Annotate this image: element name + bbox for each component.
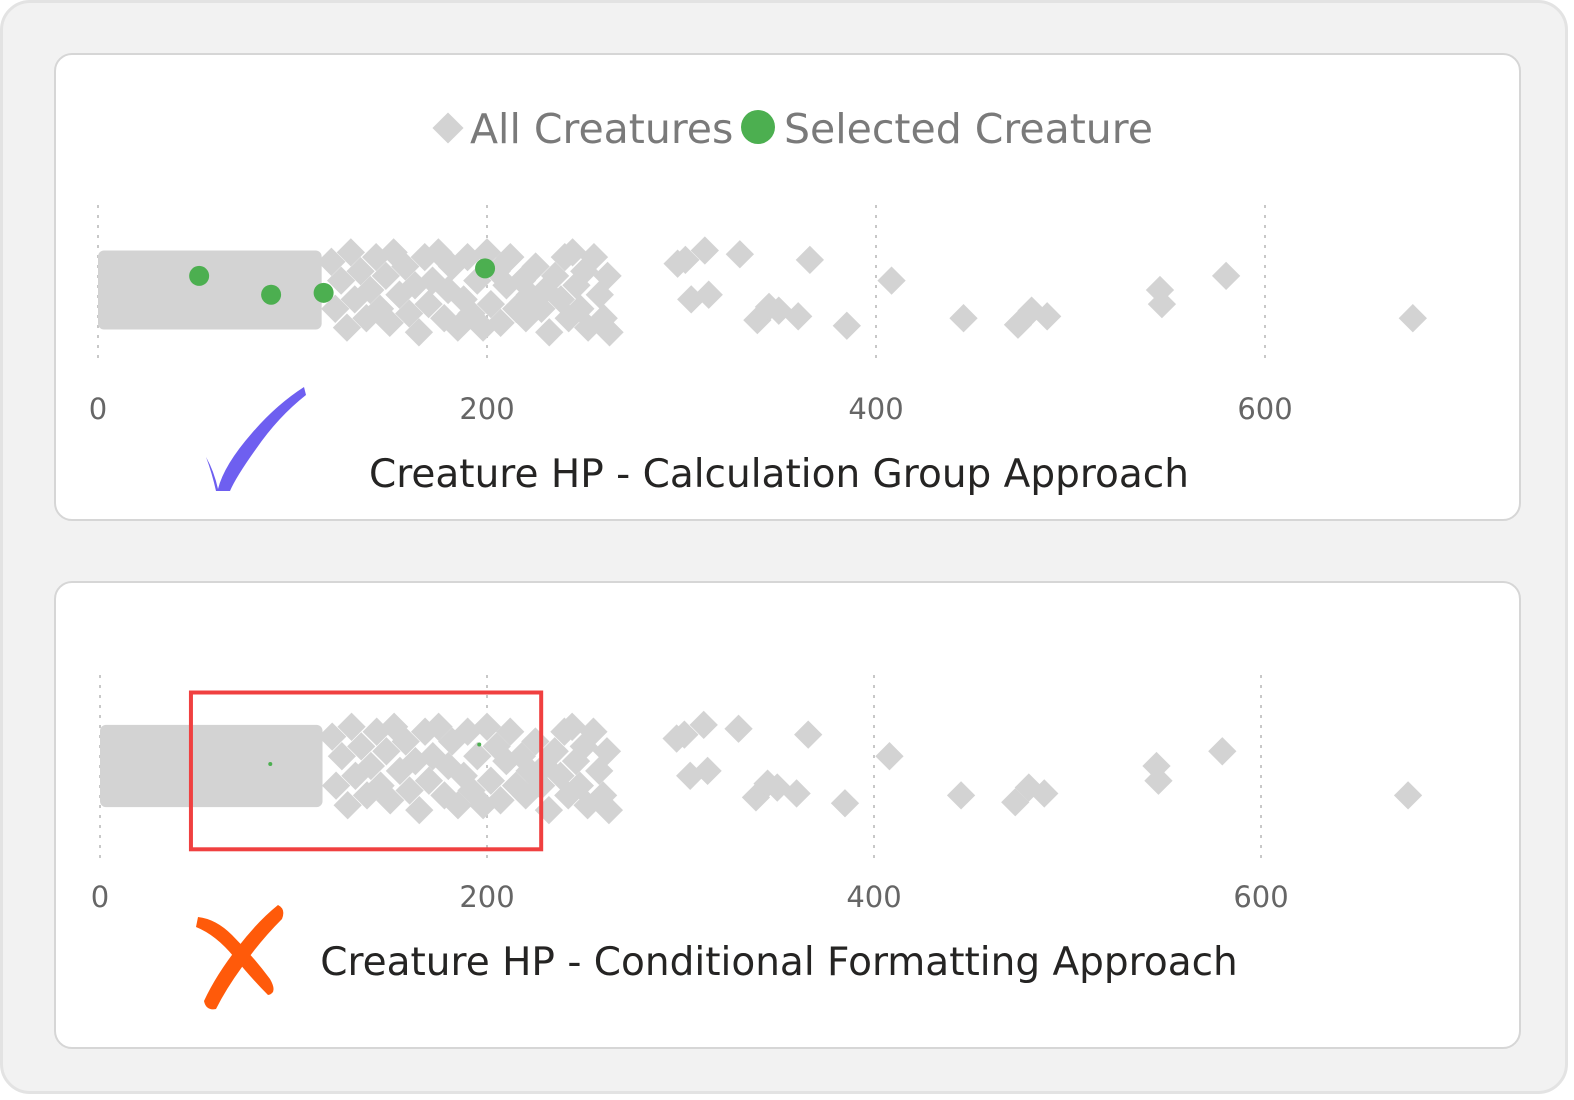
x-tick-label: 0 xyxy=(89,392,107,426)
scatter-chart-calculation-group: 0 200 400 600 All Creatures Selected Creatu… xyxy=(89,105,1427,497)
legend-label-selected-creature: Selected Creature xyxy=(784,105,1153,153)
all-creatures-point xyxy=(671,245,700,275)
dense-points-band xyxy=(100,724,323,808)
check-mark-icon xyxy=(206,387,306,491)
all-creatures-point xyxy=(391,727,420,756)
all-creatures-point xyxy=(594,795,624,825)
all-creatures-point xyxy=(1030,779,1059,808)
dense-band-mark xyxy=(98,250,322,330)
x-tick-label: 400 xyxy=(848,392,903,426)
x-tick-label: 0 xyxy=(91,880,109,914)
all-creatures-point xyxy=(694,280,723,309)
chart-legend: All Creatures Selected Creature xyxy=(432,105,1153,153)
chart-title: Creature HP - Conditional Formatting App… xyxy=(320,940,1238,985)
all-creatures-point xyxy=(486,308,515,338)
all-creatures-point xyxy=(557,712,587,741)
all-creatures-point xyxy=(527,294,556,323)
chart-card-calculation-group: 0 200 400 600 All Creatures Selected Creatu… xyxy=(54,53,1521,521)
all-creatures-point xyxy=(521,252,550,281)
all-creatures-point xyxy=(690,236,719,265)
all-creatures-point xyxy=(830,789,860,818)
all-creatures-point xyxy=(670,720,699,749)
all-creatures-point xyxy=(949,304,978,333)
all-creatures-point xyxy=(404,318,434,347)
all-creatures-point xyxy=(579,242,609,272)
selected-creature-point xyxy=(475,258,496,279)
highlight-box xyxy=(188,690,544,852)
x-tick-label: 200 xyxy=(459,880,514,914)
x-axis-tick-labels: 0 200 400 600 xyxy=(91,880,1289,914)
dense-points-band xyxy=(98,250,322,330)
all-creatures-point xyxy=(1211,261,1241,291)
chart-title: Creature HP - Calculation Group Approach xyxy=(369,452,1189,497)
dense-band-mark xyxy=(100,724,323,808)
all-creatures-point xyxy=(782,779,811,808)
all-creatures-point xyxy=(877,266,906,295)
x-tick-label: 600 xyxy=(1233,880,1288,914)
x-tick-label: 200 xyxy=(459,392,514,426)
selected-creature-points xyxy=(189,258,496,305)
all-creatures-point xyxy=(593,261,622,291)
all-creatures-point xyxy=(1147,289,1177,319)
all-creatures-point xyxy=(1398,304,1427,333)
all-creatures-point xyxy=(689,710,718,739)
all-creatures-point xyxy=(794,720,823,749)
all-creatures-point xyxy=(346,257,375,286)
all-creatures-point xyxy=(592,737,622,766)
legend-label-all-creatures: All Creatures xyxy=(470,105,733,153)
gridlines xyxy=(99,675,1262,865)
selected-creature-point xyxy=(189,265,210,286)
all-creatures-point xyxy=(946,781,976,810)
legend-circle-icon xyxy=(741,110,775,144)
all-creatures-point xyxy=(375,308,404,338)
all-creatures-point xyxy=(724,714,753,743)
x-tick-label: 600 xyxy=(1237,392,1292,426)
all-creatures-point xyxy=(1208,737,1237,766)
all-creatures-point xyxy=(395,776,424,805)
all-creatures-point xyxy=(1144,766,1173,795)
all-creatures-point xyxy=(535,318,564,347)
highlight-box-rect xyxy=(188,690,544,852)
all-creatures-point xyxy=(356,751,386,781)
all-creatures-point xyxy=(595,318,624,347)
all-creatures-point xyxy=(795,245,825,275)
all-creatures-points xyxy=(317,236,1427,347)
all-creatures-point xyxy=(832,311,861,340)
all-creatures-point xyxy=(725,240,754,269)
x-tick-label: 400 xyxy=(846,880,901,914)
all-creatures-points xyxy=(318,710,1423,825)
selected-creature-point xyxy=(477,742,482,747)
x-axis-tick-labels: 0 200 400 600 xyxy=(89,392,1293,426)
all-creatures-point xyxy=(321,294,350,323)
selected-creature-point xyxy=(268,762,273,767)
all-creatures-point xyxy=(534,795,564,825)
all-creatures-point xyxy=(579,717,608,746)
selected-creature-point xyxy=(313,282,334,303)
all-creatures-point xyxy=(540,261,570,291)
selected-creature-points xyxy=(268,742,482,767)
all-creatures-point xyxy=(784,302,813,331)
all-creatures-point xyxy=(875,742,904,771)
selected-creature-point xyxy=(261,284,282,305)
legend-diamond-icon xyxy=(432,112,464,144)
scatter-chart-conditional-formatting: 0 200 400 600 Creature HP - Conditional For… xyxy=(91,675,1423,1010)
all-creatures-point xyxy=(693,756,722,786)
all-creatures-point xyxy=(1393,781,1423,810)
chart-card-conditional-formatting: 0 200 400 600 Creature HP - Conditional For… xyxy=(54,581,1521,1049)
all-creatures-point xyxy=(332,313,362,342)
cross-mark-icon xyxy=(196,905,284,1010)
